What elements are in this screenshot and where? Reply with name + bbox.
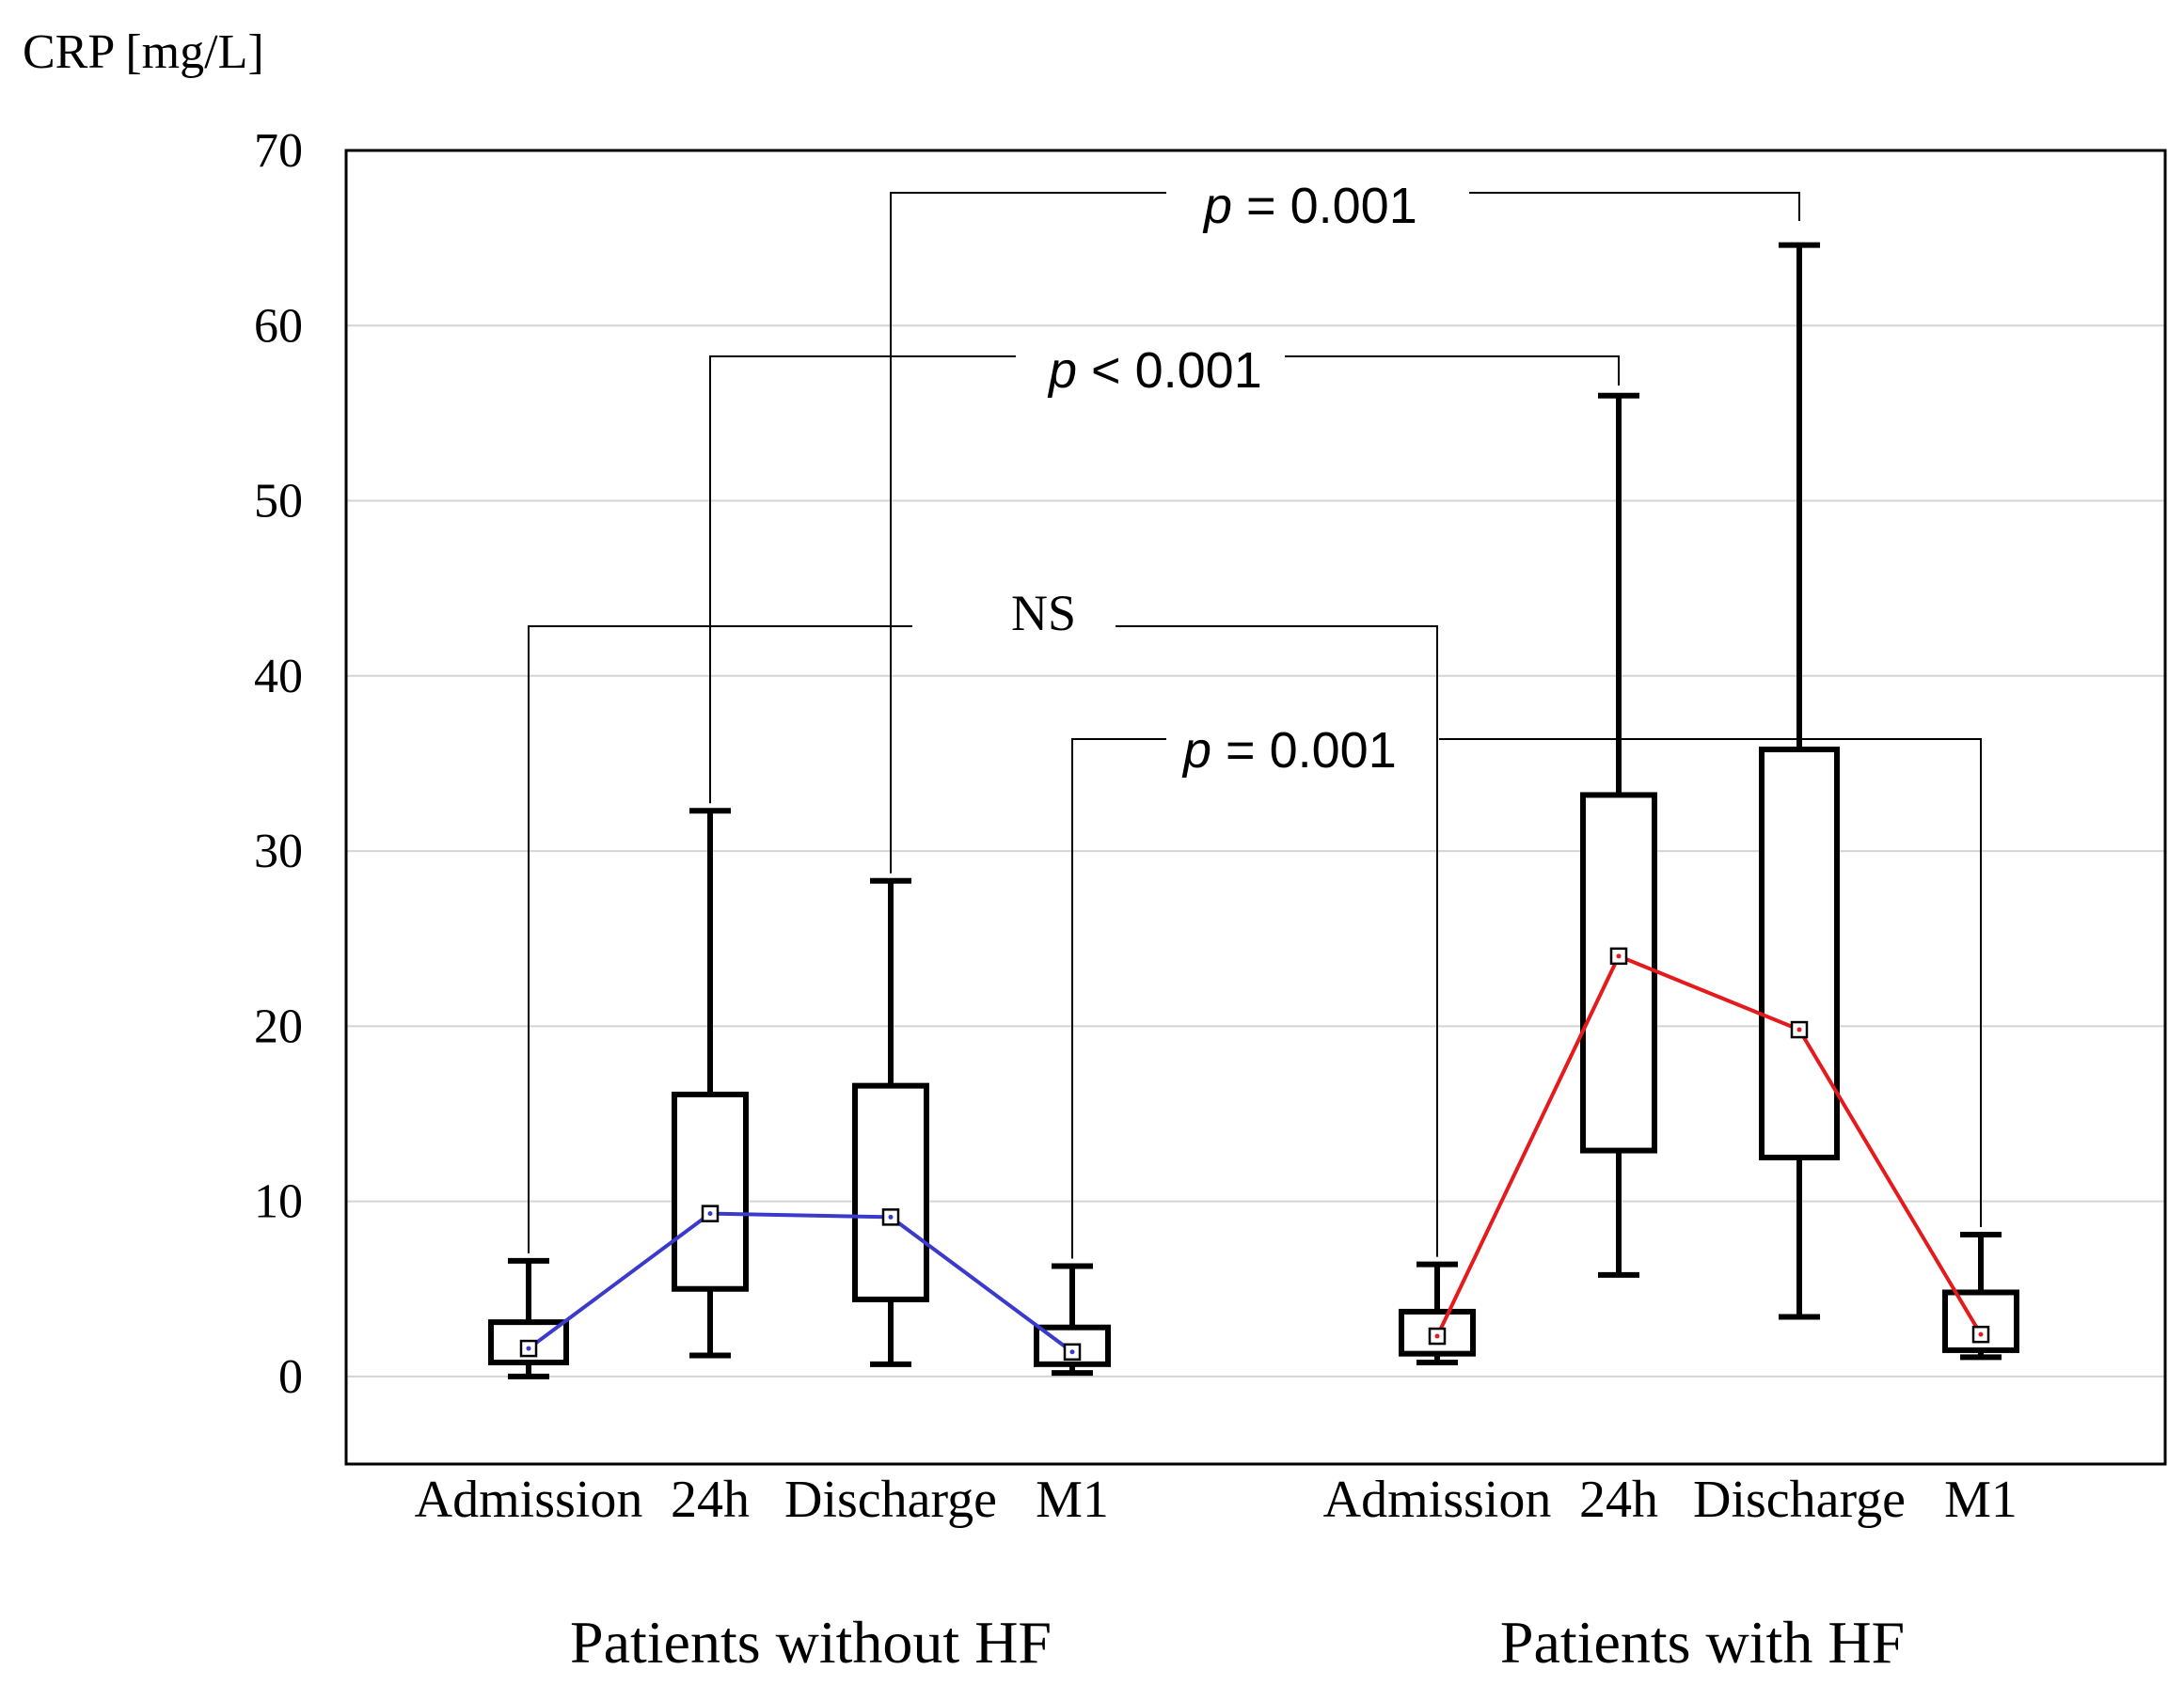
x-category-label: Admission — [415, 1471, 643, 1529]
x-category-label: Discharge — [784, 1471, 997, 1529]
x-category-label: 24h — [671, 1471, 750, 1529]
p-value-label: NS — [1011, 585, 1076, 641]
gridlines — [346, 324, 2165, 1378]
x-category-label: 24h — [1579, 1471, 1658, 1529]
median-dot — [888, 1214, 894, 1220]
x-category-label: Discharge — [1693, 1471, 1906, 1529]
y-tick-label: 10 — [254, 1175, 303, 1229]
p-value-label: p = 0.001 — [1181, 722, 1397, 779]
bracket-2 — [528, 625, 1438, 1257]
median-line-without-hf — [527, 1211, 1074, 1354]
median-dot — [1069, 1349, 1075, 1355]
bracket-right-arm — [1285, 355, 1620, 386]
bracket-right-arm — [1116, 625, 1438, 1257]
p-symbol: p — [1047, 342, 1077, 399]
bracket-left-arm — [528, 625, 912, 1253]
p-value-text: < 0.001 — [1077, 342, 1262, 399]
median-line-with-hf — [1435, 953, 1983, 1337]
box-with-hf-admission — [1399, 1261, 1476, 1365]
p-value-label: p = 0.001 — [1202, 178, 1417, 234]
median-dot — [526, 1346, 531, 1351]
median-dot — [707, 1211, 713, 1217]
median-dot — [1616, 953, 1622, 959]
box-without-hf-admission — [488, 1257, 569, 1379]
p-symbol: p — [1202, 178, 1232, 234]
median-dot — [1978, 1331, 1984, 1337]
p-value-label: p < 0.001 — [1047, 342, 1262, 399]
box-with-hf-discharge — [1759, 242, 1840, 1320]
bracket-left-arm — [1071, 738, 1166, 1259]
x-category-label: M1 — [1944, 1471, 2018, 1529]
iqr-box — [672, 1091, 749, 1292]
bracket-left-arm — [709, 355, 1016, 804]
significance-brackets — [528, 192, 1982, 1259]
bracket-right-arm — [1439, 738, 1982, 1227]
p-symbol: p — [1181, 722, 1211, 779]
box-without-hf-discharge — [852, 877, 929, 1367]
group-label-with-hf: Patients with HF — [1500, 1609, 1905, 1676]
median-dot — [1434, 1333, 1440, 1339]
y-tick-label: 50 — [254, 475, 303, 528]
y-tick-label: 20 — [254, 1000, 303, 1053]
iqr-box — [1580, 792, 1657, 1154]
chart-text: 0 10 20 30 40 50 60 70 CRP [mg/L] Admission 24h Dis… — [23, 25, 2018, 1676]
y-tick-label: 40 — [254, 650, 303, 703]
p-value-text: = 0.001 — [1232, 178, 1417, 234]
box-with-hf-24h — [1580, 392, 1657, 1278]
p-value-text: = 0.001 — [1211, 722, 1397, 779]
iqr-box — [1759, 747, 1840, 1161]
y-tick-label: 30 — [254, 825, 303, 878]
plot-area-border — [344, 149, 2167, 1466]
group-label-without-hf: Patients without HF — [570, 1609, 1052, 1676]
bracket-0 — [890, 192, 1800, 874]
median-dot — [1796, 1027, 1802, 1032]
y-tick-label: 60 — [254, 299, 303, 353]
x-category-label: Admission — [1323, 1471, 1552, 1529]
bracket-right-arm — [1469, 192, 1800, 221]
median-connecting-lines — [519, 947, 1990, 1362]
bracket-3 — [1071, 738, 1982, 1259]
iqr-box — [852, 1082, 929, 1302]
bracket-1 — [709, 355, 1620, 804]
boxes — [488, 242, 2019, 1379]
p-value-text: NS — [1011, 585, 1076, 641]
y-tick-label: 0 — [278, 1350, 303, 1404]
box-without-hf-24h — [672, 808, 749, 1359]
y-tick-label: 70 — [254, 124, 303, 178]
x-category-label: M1 — [1036, 1471, 1109, 1529]
y-axis-title: CRP [mg/L] — [23, 25, 264, 79]
bracket-left-arm — [890, 192, 1166, 874]
